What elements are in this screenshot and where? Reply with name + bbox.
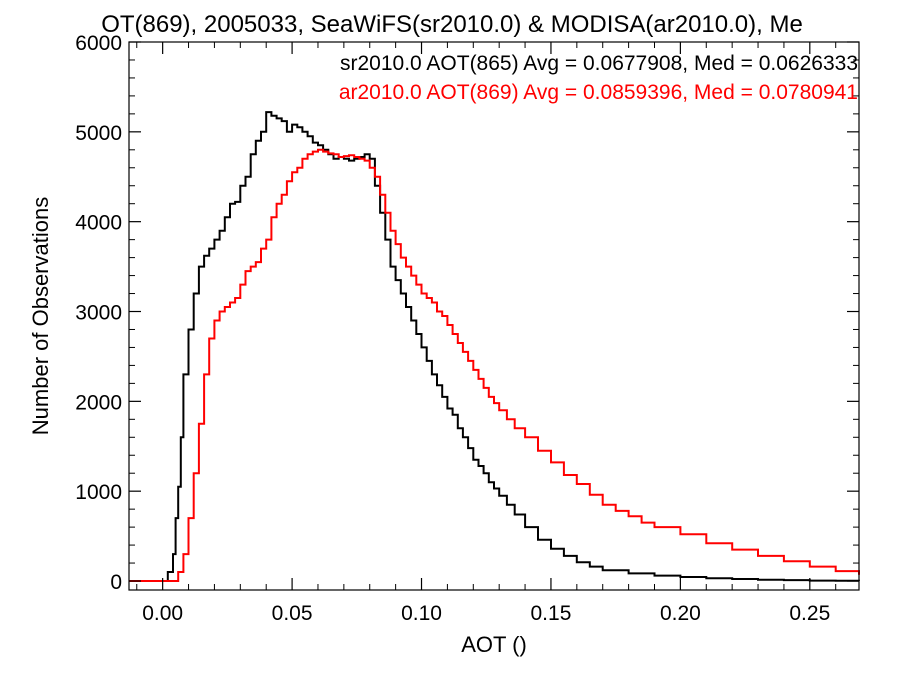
y-tick-label: 2000: [75, 391, 122, 414]
y-tick-label: 0: [110, 571, 122, 594]
series-line-ar2010: [129, 148, 860, 582]
annotation-sr2010: sr2010.0 AOT(865) Avg = 0.0677908, Med =…: [340, 52, 858, 75]
axes-layer: 0.00 0.05 0.10 0.15 0.20 0.25 0 1000 2000 3000 400…: [75, 32, 859, 625]
y-tick-label: 4000: [75, 212, 122, 235]
x-tick-label: 0.25: [789, 602, 830, 625]
annotation-ar2010: ar2010.0 AOT(869) Avg = 0.0859396, Med =…: [339, 81, 858, 104]
x-tick-label: 0.20: [660, 602, 701, 625]
y-axis-label: Number of Observations: [28, 197, 53, 435]
series-layer: [129, 111, 860, 582]
plot-frame: [128, 41, 860, 591]
x-tick-label: 0.00: [142, 602, 183, 625]
x-axis-label: AOT (): [461, 632, 527, 657]
chart-title: OT(869), 2005033, SeaWiFS(sr2010.0) & MO…: [101, 11, 803, 38]
x-tick-label: 0.10: [401, 602, 442, 625]
x-tick-label: 0.15: [531, 602, 572, 625]
y-tick-label: 5000: [75, 122, 122, 145]
y-tick-label: 3000: [75, 302, 122, 325]
series-line-sr2010: [129, 111, 860, 582]
y-tick-label: 1000: [75, 481, 122, 504]
x-tick-label: 0.05: [272, 602, 313, 625]
y-tick-label: 6000: [75, 32, 122, 55]
